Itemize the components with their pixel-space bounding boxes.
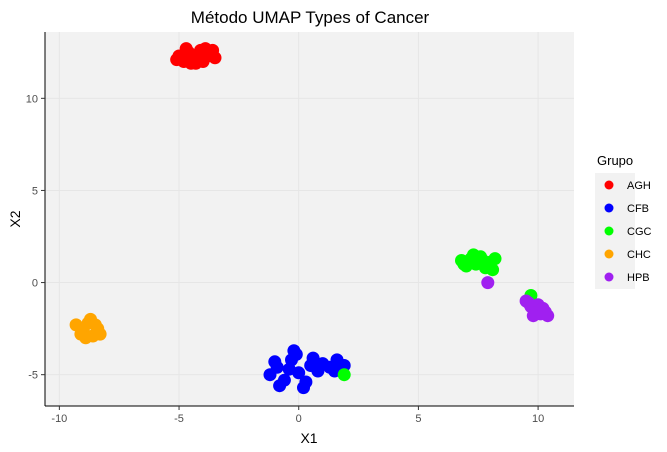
y-tick-label: 5 — [32, 185, 38, 197]
data-point — [282, 362, 296, 376]
legend-key-dot — [604, 203, 614, 213]
legend-key-dot — [604, 226, 614, 236]
data-point — [486, 263, 500, 277]
legend-key-background — [595, 173, 635, 289]
y-tick-label: 10 — [26, 93, 38, 105]
data-point — [337, 359, 351, 372]
legend-items: AGH CFB CGC CHC HPB — [595, 173, 652, 289]
series-cgc — [337, 248, 538, 382]
data-point — [476, 254, 490, 267]
legend-item-cfb: CFB — [604, 203, 649, 215]
chart-title: Método UMAP Types of Cancer — [191, 8, 430, 27]
data-point — [481, 276, 495, 290]
series-agh — [170, 42, 222, 70]
data-point — [522, 296, 535, 310]
axis-ticks: -10 -5 0 5 10 -5 0 5 10 — [26, 93, 544, 425]
series-chc — [69, 312, 107, 345]
data-point — [457, 257, 471, 271]
data-point — [337, 368, 351, 382]
legend-label: CHC — [627, 249, 651, 261]
plot-panel — [45, 32, 574, 406]
data-point — [526, 309, 540, 323]
x-tick-label: 5 — [415, 413, 421, 425]
data-point — [189, 56, 203, 70]
data-point — [88, 318, 102, 332]
data-point — [179, 42, 193, 56]
data-point — [273, 379, 287, 393]
x-tick-label: 0 — [296, 413, 302, 425]
x-tick-label: -10 — [51, 413, 67, 425]
legend-title: Grupo — [597, 153, 633, 168]
legend-key-dot — [604, 249, 614, 259]
legend-label: CFB — [627, 203, 649, 215]
y-axis-title: X2 — [7, 210, 23, 227]
legend-label: CGC — [627, 226, 652, 238]
data-point — [198, 42, 212, 56]
data-points — [69, 42, 555, 395]
grid-lines — [45, 32, 574, 406]
legend-item-agh: AGH — [604, 180, 651, 192]
series-cfb — [263, 344, 351, 395]
data-point — [208, 51, 222, 65]
x-tick-label: 10 — [532, 413, 544, 425]
legend-label: HPB — [627, 272, 650, 284]
data-point — [467, 248, 480, 262]
data-point — [74, 327, 88, 341]
data-point — [268, 355, 282, 369]
data-point — [297, 381, 310, 395]
x-tick-label: -5 — [174, 413, 184, 425]
data-point — [306, 351, 320, 365]
series-hpb — [481, 276, 555, 323]
data-point — [541, 309, 555, 323]
legend-item-cgc: CGC — [604, 226, 652, 238]
data-point — [287, 344, 301, 358]
legend-key-dot — [604, 180, 614, 190]
legend-label: AGH — [627, 180, 651, 192]
data-point — [488, 252, 502, 266]
legend: Grupo AGH CFB CGC CHC HPB — [595, 153, 652, 289]
data-point — [170, 53, 184, 67]
y-tick-label: -5 — [28, 370, 38, 382]
legend-key-dot — [604, 272, 614, 282]
legend-item-chc: CHC — [604, 249, 651, 261]
x-axis-title: X1 — [300, 430, 317, 446]
y-tick-label: 0 — [32, 278, 38, 290]
legend-item-hpb: HPB — [604, 272, 650, 284]
